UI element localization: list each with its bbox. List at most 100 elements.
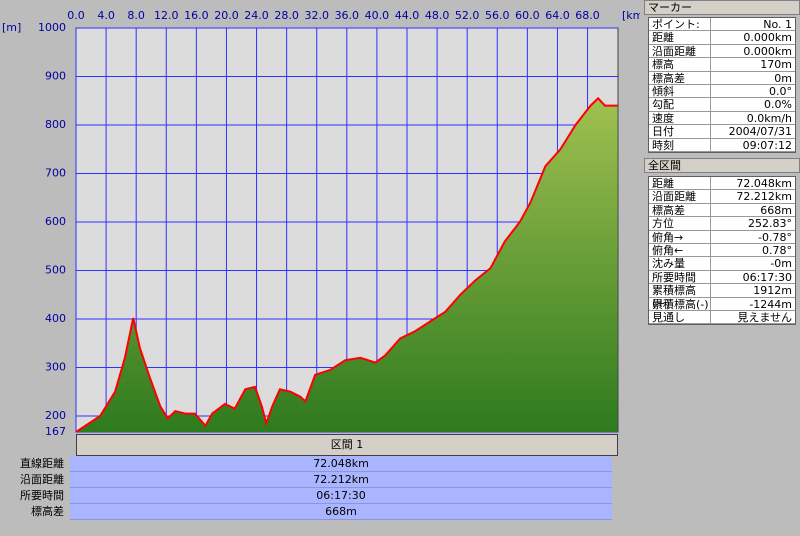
x-tick-label: 36.0 — [335, 9, 360, 22]
x-tick-label: 40.0 — [365, 9, 390, 22]
y-tick-label: 200 — [45, 409, 66, 422]
table-row: 累積標高(-) -1244m — [649, 297, 795, 311]
x-tick-label: 68.0 — [575, 9, 600, 22]
table-row: 距離 0.000km — [649, 31, 795, 45]
row-label: 所要時間 — [20, 489, 64, 502]
table-row: ポイント: No. 1 — [649, 18, 795, 32]
table-row: 方位 252.83° — [649, 217, 795, 231]
x-tick-label: 44.0 — [395, 9, 420, 22]
table-row: 所要時間 06:17:30 — [649, 270, 795, 285]
row-value: 2004/07/31 — [728, 125, 792, 139]
table-row: 標高差 0m — [649, 71, 795, 85]
x-tick-label: 20.0 — [214, 9, 239, 22]
total-table: 距離 72.048km 沿面距離 72.212km 標高差 668m 方位 252.83° 俯角… — [648, 176, 796, 326]
table-row: 速度 0.0km/h — [649, 111, 795, 126]
y-tick-label: 300 — [45, 360, 66, 373]
row-value: -0.78° — [758, 230, 792, 244]
y-tick-label: 400 — [45, 312, 66, 325]
y-tick-label: 167 — [45, 425, 66, 436]
row-label: 傾斜 — [649, 84, 711, 98]
row-value: 170m — [760, 58, 792, 72]
table-row: 日付 2004/07/31 — [649, 125, 795, 139]
table-row: 俯角← 0.78° — [649, 243, 795, 258]
elevation-line — [75, 96, 618, 433]
x-tick-label: 48.0 — [425, 9, 450, 22]
row-value: -1244m — [749, 297, 792, 311]
section-title[interactable]: 区間 1 — [76, 434, 618, 456]
row-value: 0.000km — [743, 31, 792, 45]
row-value: 668m — [70, 504, 612, 520]
row-label: 累積標高(+) — [649, 284, 711, 310]
table-row: 標高 170m — [649, 58, 795, 72]
row-value: 06:17:30 — [742, 270, 792, 284]
row-label: 標高差 — [649, 71, 711, 85]
y-tick-label: 700 — [45, 166, 66, 179]
table-row: 勾配 0.0% — [649, 98, 795, 112]
x-tick-label: 8.0 — [127, 9, 145, 22]
row-value: 252.83° — [748, 217, 792, 231]
row-label: 標高差 — [649, 203, 711, 217]
row-label: 距離 — [649, 177, 711, 190]
table-row: 所要時間 06:17:30 — [0, 488, 618, 504]
row-label: 勾配 — [649, 98, 711, 111]
profile-chart: [m] [km] 167 200 300 400 500 600 700 800 900 1000… — [2, 9, 640, 436]
row-value: 1912m — [753, 284, 792, 298]
table-row: 距離 72.048km — [649, 177, 795, 191]
elevation-area — [76, 98, 618, 433]
row-label: 所要時間 — [649, 270, 711, 284]
table-row: 沿面距離 72.212km — [0, 472, 618, 488]
table-row: 見通し 見えません — [649, 310, 795, 325]
row-label: 俯角← — [649, 243, 711, 257]
row-value: 0.000km — [743, 44, 792, 58]
table-row: 俯角→ -0.78° — [649, 230, 795, 244]
y-tick-label: 900 — [45, 69, 66, 82]
row-label: 沿面距離 — [649, 44, 711, 58]
row-label: 沈み量 — [649, 257, 711, 270]
y-tick-label: 800 — [45, 118, 66, 131]
row-value: 668m — [760, 203, 792, 217]
row-value: -0m — [770, 257, 792, 271]
row-label: 俯角→ — [649, 230, 711, 244]
table-row: 標高差 668m — [649, 203, 795, 218]
row-label: 速度 — [649, 111, 711, 125]
row-label: 沿面距離 — [649, 190, 711, 203]
table-row: 直線距離 72.048km — [0, 456, 618, 472]
x-tick-label: 60.0 — [515, 9, 540, 22]
y-unit: [m] — [2, 21, 21, 34]
row-value: 0.0km/h — [746, 111, 792, 125]
x-tick-label: 28.0 — [274, 9, 299, 22]
table-row: 標高差 668m — [0, 504, 618, 520]
x-tick-label: 12.0 — [154, 9, 179, 22]
row-label: 時刻 — [649, 138, 711, 152]
table-row: 累積標高(+) 1912m — [649, 284, 795, 310]
x-tick-label: 24.0 — [244, 9, 269, 22]
row-value: 0m — [774, 71, 792, 85]
x-tick-label: 0.0 — [67, 9, 85, 22]
row-label: ポイント: — [649, 18, 711, 31]
total-title: 全区間 — [644, 158, 800, 173]
row-label: 直線距離 — [20, 457, 64, 470]
table-row: 沈み量 -0m — [649, 257, 795, 271]
table-row: 時刻 09:07:12 — [649, 138, 795, 152]
row-label: 距離 — [649, 31, 711, 44]
row-label: 標高 — [649, 58, 711, 71]
y-tick-label: 500 — [45, 263, 66, 276]
row-value: 09:07:12 — [742, 138, 792, 152]
x-unit: [km] — [622, 9, 640, 22]
section-table: 直線距離 72.048km 沿面距離 72.212km 所要時間 06:17:30 標高差 6… — [0, 456, 618, 520]
row-label: 沿面距離 — [20, 473, 64, 486]
x-tick-label: 64.0 — [545, 9, 570, 22]
row-label: 日付 — [649, 125, 711, 138]
y-tick-label: 1000 — [38, 21, 66, 34]
y-tick-label: 600 — [45, 215, 66, 228]
row-value: 0.0% — [764, 98, 792, 112]
row-value: 72.048km — [736, 177, 792, 190]
row-label: 見通し — [649, 310, 711, 324]
row-value: 06:17:30 — [70, 488, 612, 504]
table-row: 沿面距離 0.000km — [649, 44, 795, 59]
x-tick-label: 56.0 — [485, 9, 510, 22]
table-row: 傾斜 0.0° — [649, 84, 795, 99]
table-row: 沿面距離 72.212km — [649, 190, 795, 204]
